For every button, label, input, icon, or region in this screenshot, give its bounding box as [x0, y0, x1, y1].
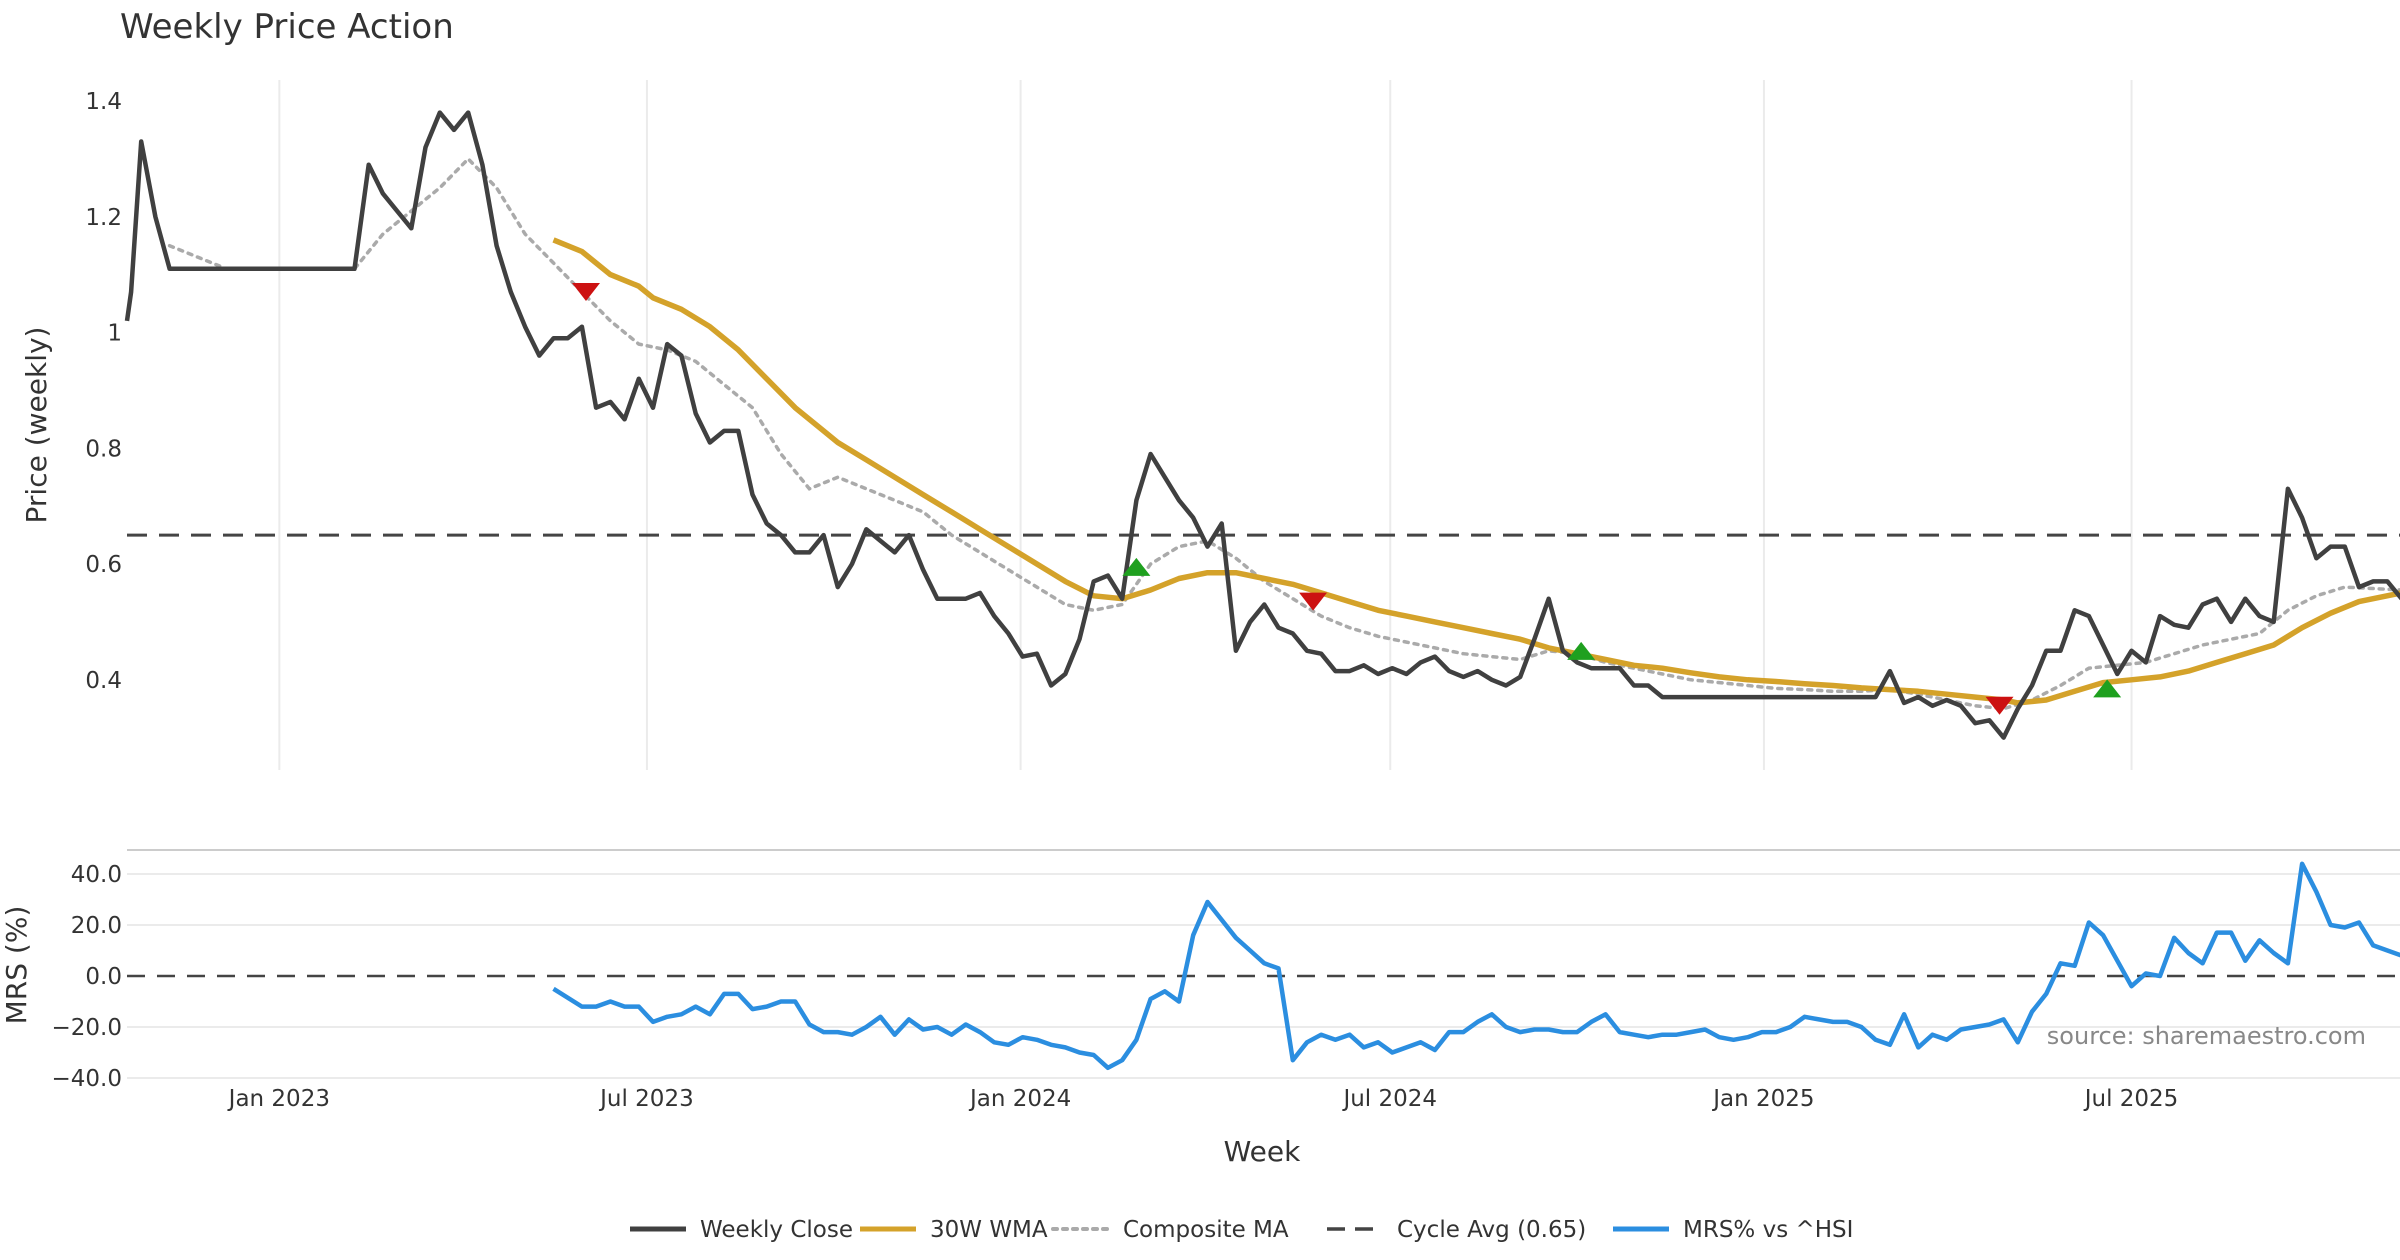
legend-label: MRS% vs ^HSI	[1683, 1217, 1853, 1243]
mrs-y-tick-label: 40.0	[71, 862, 122, 888]
price-y-tick-label: 0.6	[85, 552, 122, 578]
mrs-line	[552, 861, 2400, 1071]
buy-signal-marker	[2093, 679, 2122, 698]
composite-ma-line	[167, 156, 2400, 711]
mrs-panel-grid	[127, 873, 2400, 1079]
price-panel-grid	[278, 80, 2133, 770]
legend-label: Weekly Close	[700, 1217, 853, 1243]
chart-legend: Weekly Close 30W WMA Composite MA Cycle Avg…	[630, 1217, 1853, 1243]
legend-label: Cycle Avg (0.65)	[1397, 1217, 1586, 1243]
legend-item-weekly_close: Weekly Close	[630, 1217, 853, 1243]
mrs-y-tick-label: 20.0	[71, 913, 122, 939]
buy-signal-marker	[1122, 557, 1151, 576]
price-y-axis-label: Price (weekly)	[20, 327, 53, 524]
legend-label: Composite MA	[1123, 1217, 1289, 1243]
price-y-ticks: 0.4 0.6 0.8 1 1.2 1.4	[85, 89, 122, 694]
sell-signal-marker	[1985, 696, 2014, 715]
mrs-y-tick-label: 0.0	[85, 964, 122, 990]
buy-signal-marker	[1567, 641, 1596, 660]
legend-item-mrs: MRS% vs ^HSI	[1613, 1217, 1853, 1243]
x-tick-label: Jul 2023	[598, 1086, 694, 1112]
source-note: source: sharemaestro.com	[2047, 1022, 2366, 1050]
chart-title: Weekly Price Action	[120, 7, 454, 47]
signal-markers	[571, 282, 2122, 715]
price-y-tick-label: 0.4	[85, 668, 122, 694]
sell-signal-marker	[1299, 592, 1328, 611]
x-tick-label: Jan 2023	[227, 1086, 330, 1112]
x-axis-label: Week	[1224, 1135, 1301, 1168]
price-y-tick-label: 1.4	[85, 89, 122, 115]
legend-item-wma_30w: 30W WMA	[860, 1217, 1048, 1243]
mrs-y-tick-label: −20.0	[52, 1015, 122, 1041]
mrs-y-axis-label: MRS (%)	[0, 906, 33, 1025]
mrs-y-tick-label: −40.0	[52, 1066, 122, 1092]
price-y-tick-label: 0.8	[85, 436, 122, 462]
x-ticks: Jan 2023 Jul 2023 Jan 2024 Jul 2024 Jan 2025…	[227, 1086, 2179, 1112]
x-tick-label: Jan 2025	[1711, 1086, 1814, 1112]
wma-30w-line	[552, 237, 2400, 706]
x-tick-label: Jul 2025	[2083, 1086, 2179, 1112]
x-tick-label: Jul 2024	[1341, 1086, 1437, 1112]
legend-item-composite_ma: Composite MA	[1051, 1217, 1289, 1243]
weekly-close-line	[124, 110, 2400, 740]
x-tick-label: Jan 2024	[968, 1086, 1071, 1112]
mrs-y-ticks: −40.0 −20.0 0.0 20.0 40.0	[52, 862, 122, 1092]
legend-item-cycle_avg: Cycle Avg (0.65)	[1327, 1217, 1586, 1243]
legend-label: 30W WMA	[930, 1217, 1048, 1243]
price-y-tick-label: 1.2	[85, 205, 122, 231]
sell-signal-marker	[571, 282, 600, 301]
price-y-tick-label: 1	[107, 321, 122, 347]
